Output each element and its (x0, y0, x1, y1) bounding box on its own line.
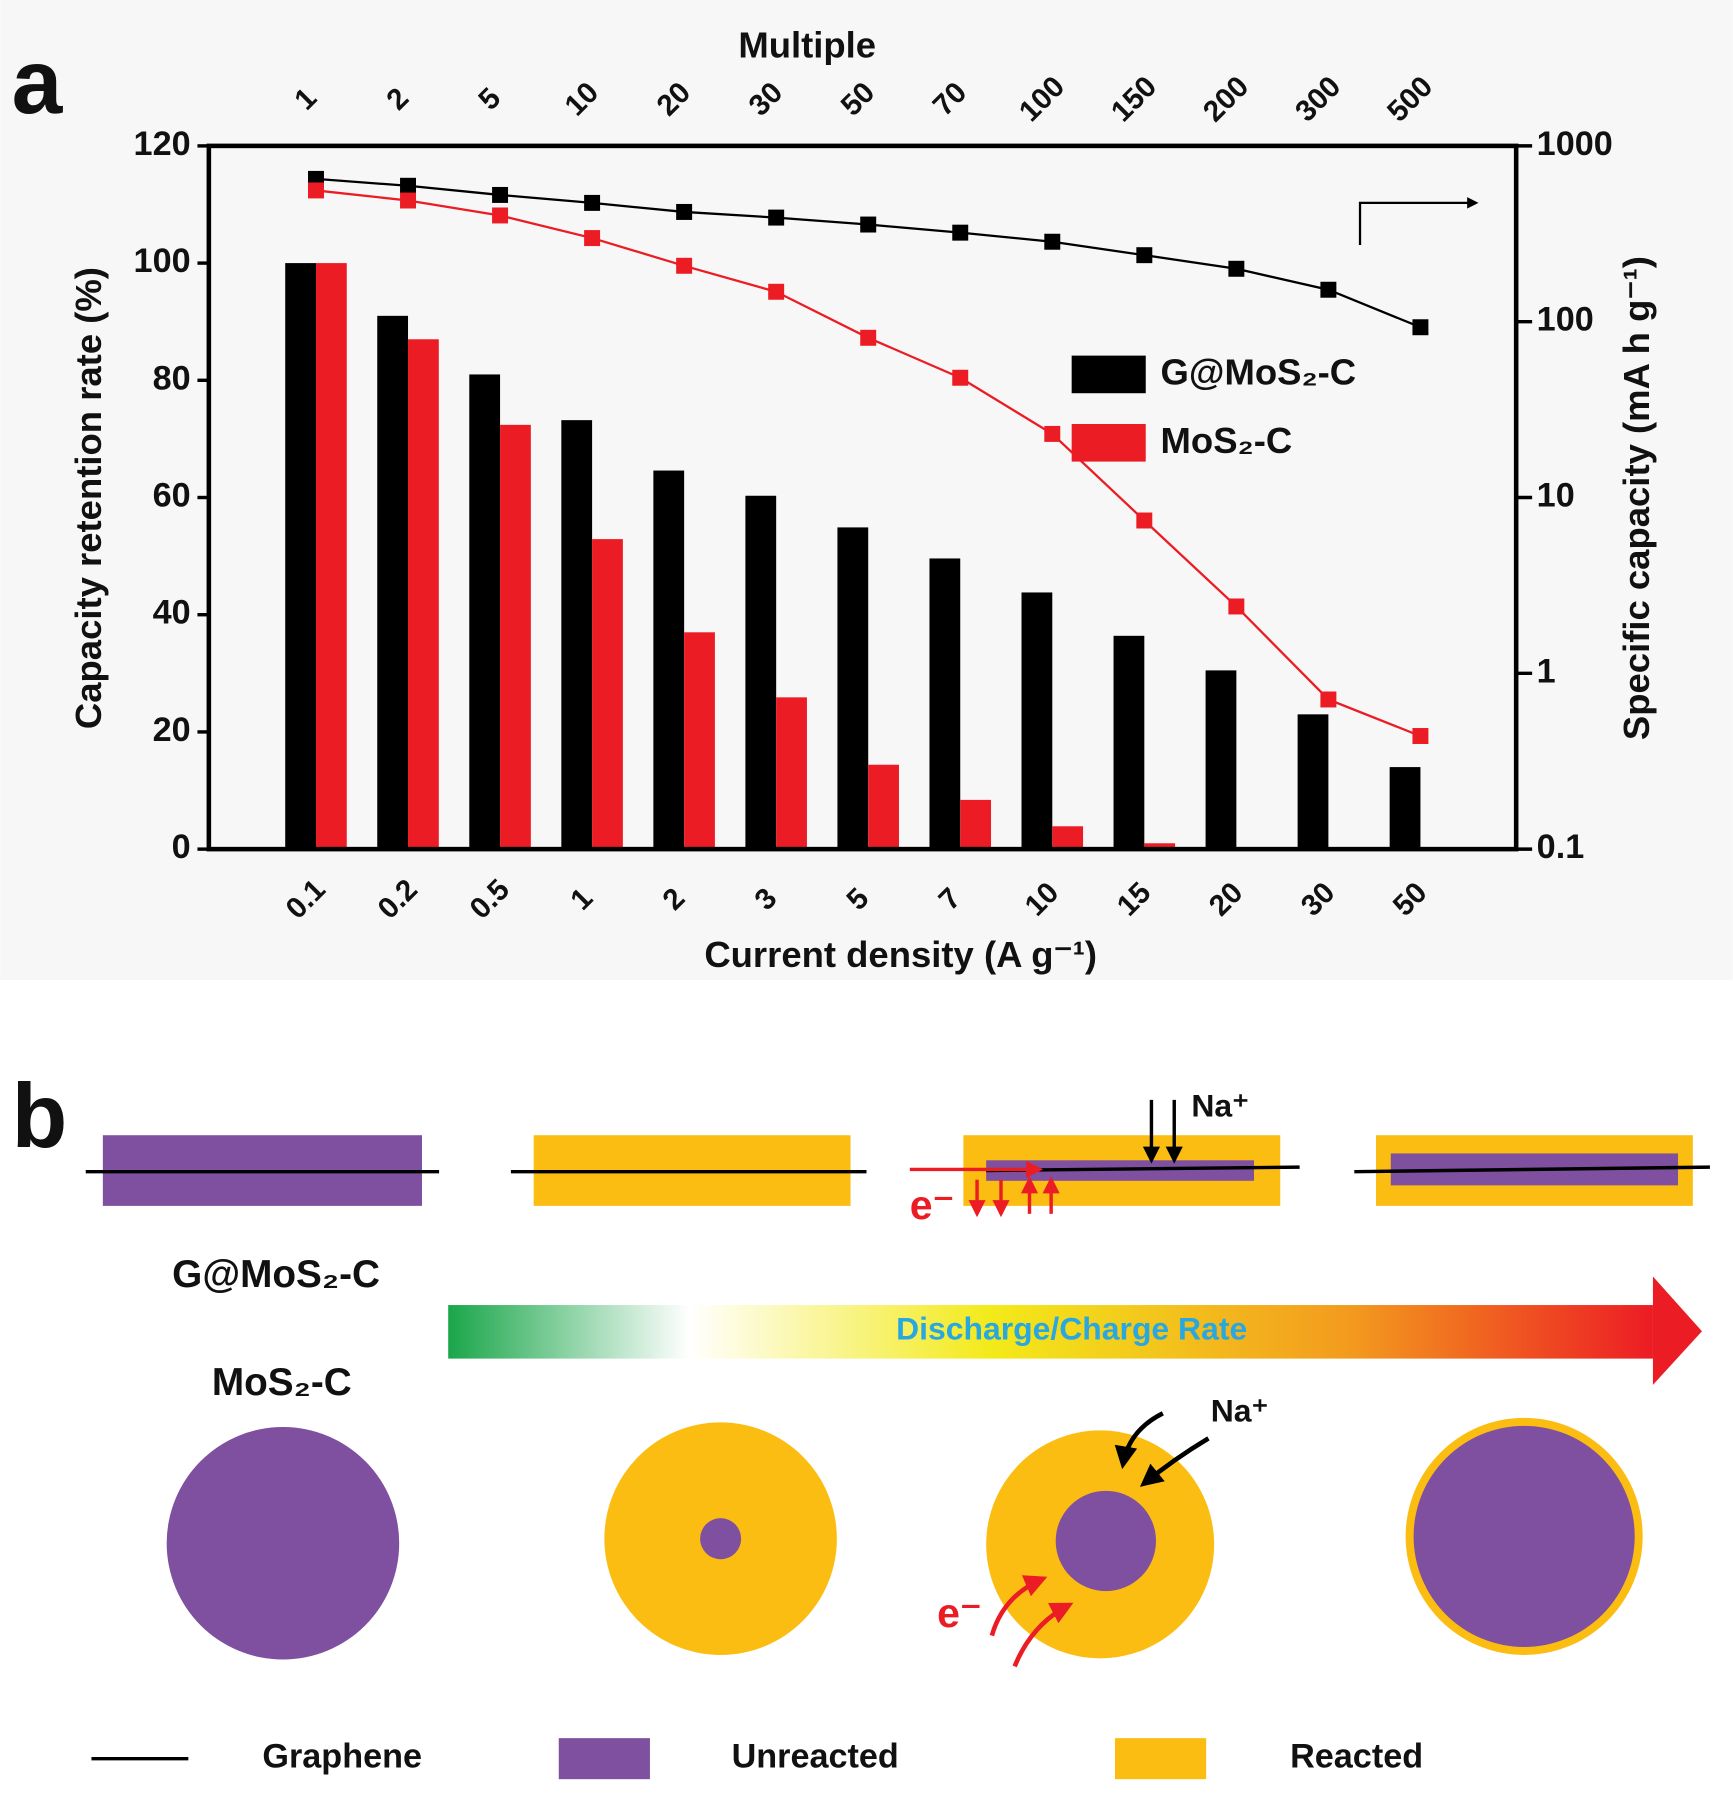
marker (952, 369, 969, 386)
bar (592, 539, 623, 850)
bar (315, 263, 347, 850)
marker (952, 224, 969, 241)
x-axis-label: Current density (A g⁻¹) (704, 934, 1097, 975)
core (700, 1518, 742, 1560)
marker (1412, 319, 1429, 336)
chart: 0204060801001200.111010010000.110.220.55… (68, 25, 1657, 976)
axis-arrow (1358, 197, 1479, 246)
marker (492, 186, 509, 203)
bar (1389, 767, 1421, 850)
marker (400, 192, 417, 209)
marker (1044, 233, 1061, 250)
legend-label: MoS₂-C (1161, 420, 1293, 461)
marker (1136, 247, 1153, 264)
ion-arrows (1142, 1099, 1183, 1164)
bar (745, 495, 777, 850)
bar (377, 315, 409, 850)
bar (1205, 670, 1237, 850)
marker (492, 207, 509, 224)
legend-swatch (1071, 355, 1146, 394)
legend-swatch (1071, 423, 1146, 462)
marker (1320, 281, 1337, 298)
ion-arrows (1114, 1411, 1210, 1487)
bar (285, 263, 316, 850)
bar (561, 420, 593, 850)
bar (960, 799, 992, 850)
marker (1044, 425, 1061, 442)
x2-axis-label: Multiple (738, 25, 876, 66)
bar (1113, 635, 1145, 850)
y-tick-label: 40 (153, 594, 191, 632)
y2-axis-label: Specific capacity (mA h g⁻¹) (1616, 256, 1657, 740)
marker (860, 216, 877, 233)
marker (1228, 598, 1245, 615)
bar (868, 764, 899, 850)
y-tick-label: 60 (153, 477, 191, 515)
y2-tick-label: 1 (1537, 652, 1556, 690)
marker (400, 177, 417, 194)
electron-label: e⁻ (937, 1590, 981, 1636)
y-tick-label: 80 (153, 359, 191, 397)
marker (308, 182, 324, 199)
y-tick-label: 120 (134, 125, 191, 163)
marker (768, 283, 785, 300)
bar (1297, 714, 1329, 850)
marker (1320, 691, 1337, 708)
y2-tick-label: 0.1 (1537, 828, 1585, 866)
graphene (1354, 1165, 1710, 1174)
legend-label: G@MoS₂-C (1161, 352, 1357, 393)
bar (1144, 843, 1176, 850)
bar (776, 697, 807, 850)
marker (676, 257, 693, 274)
bar (837, 527, 869, 850)
bar (408, 339, 439, 850)
marker (1136, 512, 1153, 529)
legend-label: Unreacted (732, 1738, 899, 1776)
y2-tick-label: 10 (1537, 477, 1575, 515)
row-label: G@MoS₂-C (172, 1253, 380, 1296)
rate-label: Discharge/Charge Rate (896, 1311, 1247, 1347)
legend-label: Reacted (1290, 1738, 1423, 1776)
bar (1021, 592, 1053, 850)
marker (1412, 728, 1429, 744)
bar (653, 470, 685, 850)
panel-label: b (12, 1065, 68, 1167)
electron-arrows (968, 1176, 1060, 1218)
y-axis-label: Capacity retention rate (%) (68, 267, 109, 729)
legend-label: Graphene (262, 1738, 422, 1776)
legend-swatch (1114, 1738, 1207, 1780)
bar (929, 558, 961, 850)
rate-arrow-head (1652, 1276, 1702, 1385)
y-tick-label: 20 (153, 711, 191, 749)
legend-swatch (558, 1738, 650, 1780)
marker (584, 194, 601, 211)
marker (676, 203, 693, 220)
bar (500, 424, 531, 850)
panel-label: a (12, 31, 64, 133)
marker (1228, 260, 1245, 277)
bar (469, 374, 501, 850)
ion-label: Na⁺ (1191, 1087, 1249, 1123)
ion-label: Na⁺ (1211, 1393, 1269, 1429)
marker (584, 230, 601, 247)
row-label: MoS₂-C (212, 1361, 352, 1404)
rate-arrow (448, 1305, 1653, 1359)
core (1055, 1490, 1157, 1592)
marker (768, 209, 785, 226)
y2-tick-label: 1000 (1537, 125, 1613, 163)
plot-frame (206, 143, 1519, 852)
marker (860, 329, 877, 346)
particle (166, 1426, 400, 1660)
diagram: Na⁺ e⁻ G@MoS₂-C MoS₂-C Discharge/Charge … (85, 1087, 1710, 1780)
electron-arrows (989, 1575, 1074, 1668)
bar (1052, 826, 1084, 850)
y-tick-label: 0 (172, 828, 191, 866)
y2-tick-label: 100 (1537, 301, 1594, 339)
core (1413, 1425, 1635, 1647)
y-tick-label: 100 (134, 242, 191, 280)
bar (684, 632, 715, 850)
electron-label: e⁻ (910, 1182, 954, 1228)
